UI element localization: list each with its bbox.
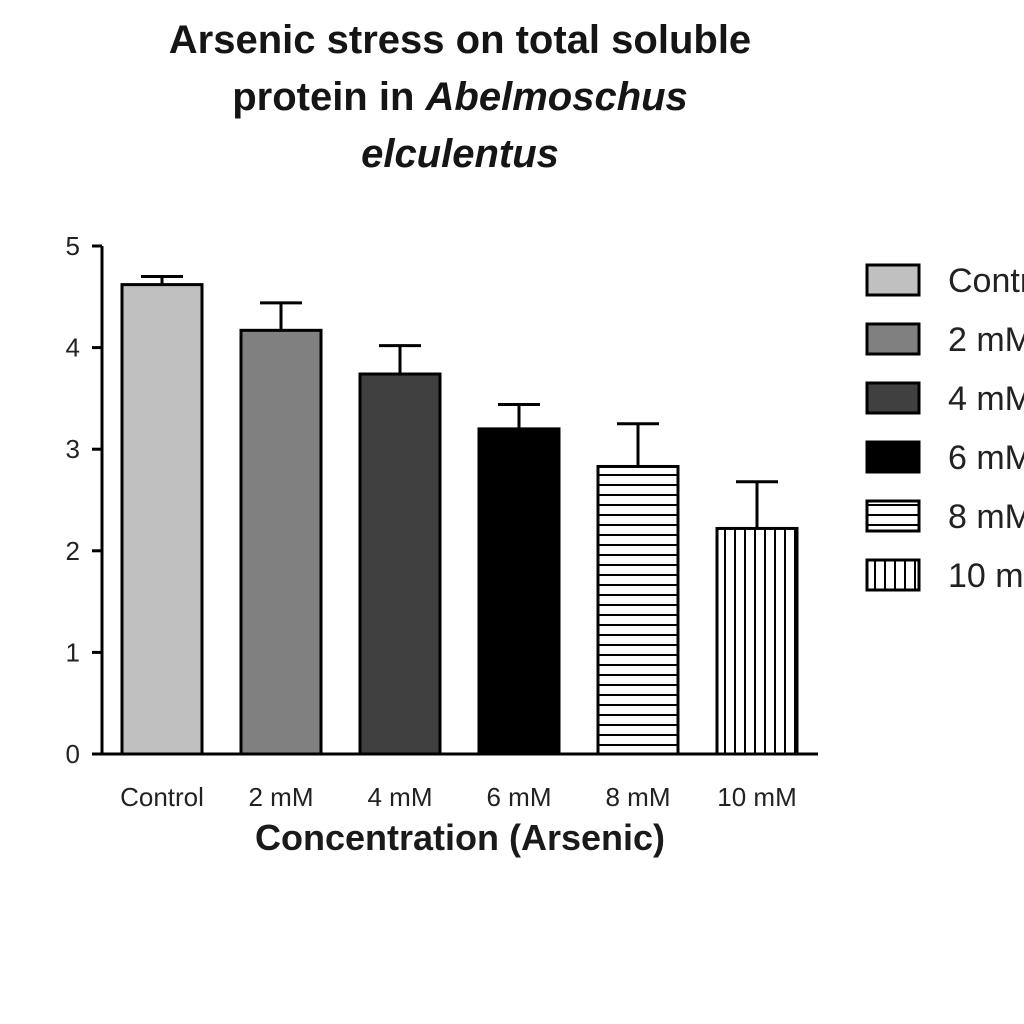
bar-5 xyxy=(715,526,799,756)
legend-swatch-4 xyxy=(865,499,921,533)
bar-0 xyxy=(120,283,204,756)
title-line-2-plain: protein in xyxy=(232,75,426,119)
x-tick-label-2: 4 mM xyxy=(368,782,433,812)
x-tick-label-3: 6 mM xyxy=(487,782,552,812)
y-tick-label-3: 3 xyxy=(66,434,80,464)
legend-label-0: Control xyxy=(948,262,1024,300)
legend-label-5: 10 mM xyxy=(948,557,1024,595)
x-axis-label: Concentration (Arsenic) xyxy=(255,817,665,858)
x-tick-label-5: 10 mM xyxy=(717,782,796,812)
legend-label-2: 4 mM xyxy=(948,380,1024,418)
y-tick-label-0: 0 xyxy=(66,739,80,769)
bar-1 xyxy=(239,328,323,756)
y-tick-label-1: 1 xyxy=(66,637,80,667)
legend-swatch-1 xyxy=(865,322,921,356)
legend-swatch-0 xyxy=(865,263,921,297)
bar-3 xyxy=(477,427,561,756)
legend-label-4: 8 mM xyxy=(948,498,1024,536)
legend-swatch-2 xyxy=(865,381,921,415)
legend-label-1: 2 mM xyxy=(948,321,1024,359)
x-tick-label-4: 8 mM xyxy=(606,782,671,812)
bar-2 xyxy=(358,372,442,756)
bar-4 xyxy=(596,464,680,756)
x-tick-label-0: Control xyxy=(120,782,204,812)
title-line-1: Arsenic stress on total soluble xyxy=(168,18,752,62)
legend-swatch-5 xyxy=(865,558,921,592)
y-tick-label-4: 4 xyxy=(66,333,80,363)
legend-swatch-3 xyxy=(865,440,921,474)
y-tick-label-2: 2 xyxy=(66,536,80,566)
title-line-3-italic: elculentus xyxy=(361,132,559,176)
legend-label-3: 6 mM xyxy=(948,439,1024,477)
y-tick-label-5: 5 xyxy=(66,231,80,261)
x-tick-label-1: 2 mM xyxy=(249,782,314,812)
title-line-2-italic: Abelmoschus xyxy=(425,75,688,119)
chart-title: Arsenic stress on total soluble protein … xyxy=(60,12,860,183)
